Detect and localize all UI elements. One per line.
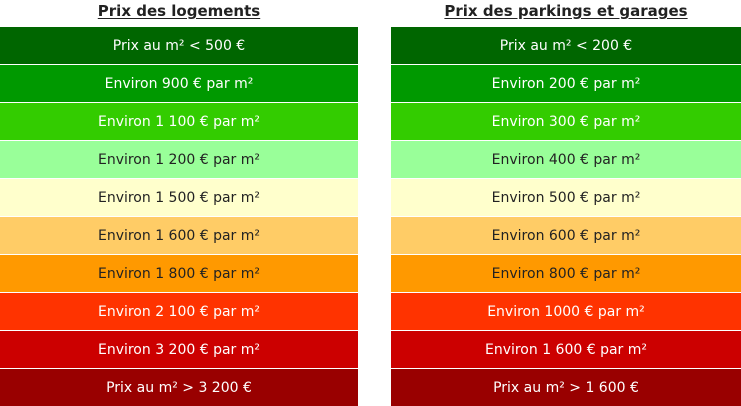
parking-price-row: Environ 500 € par m²	[391, 179, 741, 216]
housing-price-row: Environ 1 500 € par m²	[0, 179, 358, 216]
parking-price-row: Prix au m² < 200 €	[391, 27, 741, 64]
parking-price-row: Environ 300 € par m²	[391, 103, 741, 140]
parking-price-legend: Prix des parkings et garages Prix au m² …	[391, 0, 741, 406]
housing-price-row: Environ 1 100 € par m²	[0, 103, 358, 140]
housing-price-row: Prix au m² < 500 €	[0, 27, 358, 64]
housing-price-row: Environ 3 200 € par m²	[0, 331, 358, 368]
parking-price-row: Environ 1000 € par m²	[391, 293, 741, 330]
parking-price-row: Environ 400 € par m²	[391, 141, 741, 178]
housing-price-legend: Prix des logements Prix au m² < 500 € En…	[0, 0, 358, 406]
housing-price-row: Environ 1 200 € par m²	[0, 141, 358, 178]
parking-price-row: Environ 600 € par m²	[391, 217, 741, 254]
parking-price-legend-title: Prix des parkings et garages	[444, 2, 688, 20]
parking-price-row: Prix au m² > 1 600 €	[391, 369, 741, 406]
parking-price-row: Environ 800 € par m²	[391, 255, 741, 292]
parking-price-row: Environ 1 600 € par m²	[391, 331, 741, 368]
housing-price-row: Environ 900 € par m²	[0, 65, 358, 102]
housing-price-row: Environ 2 100 € par m²	[0, 293, 358, 330]
parking-price-row: Environ 200 € par m²	[391, 65, 741, 102]
housing-price-legend-title: Prix des logements	[97, 2, 261, 20]
housing-price-row: Environ 1 600 € par m²	[0, 217, 358, 254]
parking-price-rows: Prix au m² < 200 € Environ 200 € par m² …	[391, 27, 741, 406]
housing-price-row: Prix au m² > 3 200 €	[0, 369, 358, 406]
housing-price-row: Environ 1 800 € par m²	[0, 255, 358, 292]
housing-price-rows: Prix au m² < 500 € Environ 900 € par m² …	[0, 27, 358, 406]
